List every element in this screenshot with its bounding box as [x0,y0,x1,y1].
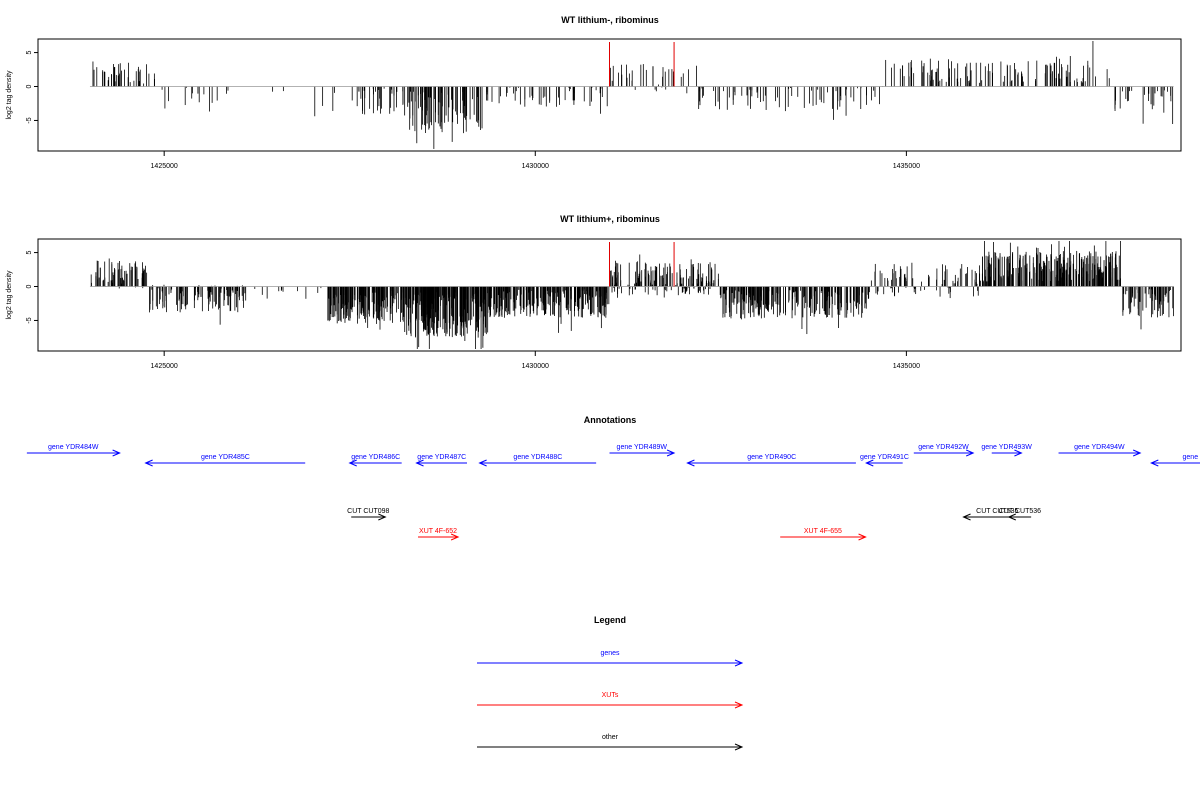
x-tick-label: 1430000 [522,363,549,370]
y-tick-label: 5 [26,51,33,55]
legend-label: XUTs [602,692,619,699]
x-tick-label: 1425000 [151,163,178,170]
y-tick-label: 0 [26,84,33,88]
annotation-label: gene YDR494W [1074,444,1125,451]
annotation-arrow [609,449,676,457]
legend-label: genes [600,650,620,657]
annotation-features: gene YDR484W gene YDR485C gene YDR486C gene… [26,444,1200,541]
annotation-arrow [913,449,975,457]
axis-ticks: 1425000 1430000 1435000 5 0 -5 [26,251,920,370]
y-tick-label: -5 [26,317,33,323]
annotation-arrow [351,513,387,521]
plot-frame [37,238,1182,352]
annotation-arrow [686,459,856,467]
y-tick-label: -5 [26,117,33,123]
annotation-arrow [26,449,121,457]
annotation-arrow [991,449,1023,457]
x-tick-label: 1435000 [893,163,920,170]
panel-title: WT lithium+, ribominus [560,214,660,224]
annotation-label: XUT 4F-652 [419,528,457,535]
y-tick-label: 5 [26,251,33,255]
legend-items: genes XUTs other [477,650,744,751]
annotation-arrow [865,459,903,467]
annotation-label: gene YDR492W [918,444,969,451]
annotation-label: gene YDR495C [1183,454,1200,461]
legend: Legend genes XUTs other [477,615,744,751]
x-tick-label: 1425000 [151,363,178,370]
bar-series [89,241,1174,349]
y-axis-label: log2 tag density [6,70,13,120]
annotation-label: gene YDR484W [48,444,99,451]
panel-title: WT lithium-, ribominus [561,15,659,25]
annotations-title: Annotations [584,415,637,425]
track-panel-lithium-minus: WT lithium-, ribominus log2 tag density … [6,15,1182,170]
annotation-label: CUT CUT098 [347,508,389,515]
legend-arrow [477,743,744,751]
annotation-label: gene YDR493W [981,444,1032,451]
x-tick-label: 1435000 [893,363,920,370]
annotation-arrow [144,459,306,467]
annotation-arrow [478,459,597,467]
annotation-label: gene YDR485C [201,454,250,461]
track-panel-lithium-plus: WT lithium+, ribominus log2 tag density … [6,214,1182,370]
annotation-arrow [1007,513,1032,521]
annotation-arrow [418,533,460,541]
annotation-label: gene YDR486C [351,454,400,461]
annotation-label: CUT CUT536 [999,508,1041,515]
annotation-label: gene YDR490C [747,454,796,461]
annotation-arrow [1150,459,1200,467]
y-tick-label: 0 [26,284,33,288]
x-tick-label: 1430000 [522,163,549,170]
annotation-label: gene YDR491C [860,454,909,461]
y-axis-label: log2 tag density [6,270,13,320]
plot-frame [37,38,1182,152]
annotation-arrow [415,459,467,467]
legend-title: Legend [594,615,626,625]
legend-arrow [477,659,744,667]
bar-series [89,41,1174,149]
annotation-label: CUT CUT535 [976,508,1018,515]
annotation-label: XUT 4F-655 [804,528,842,535]
legend-arrow [477,701,744,709]
axis-ticks: 1425000 1430000 1435000 5 0 -5 [26,51,920,170]
annotation-label: gene YDR489W [617,444,668,451]
annotation-label: gene YDR488C [513,454,562,461]
annotation-arrow [780,533,867,541]
annotation-arrow [348,459,402,467]
annotation-label: gene YDR487C [417,454,466,461]
legend-label: other [602,734,619,741]
annotation-arrow [1058,449,1142,457]
